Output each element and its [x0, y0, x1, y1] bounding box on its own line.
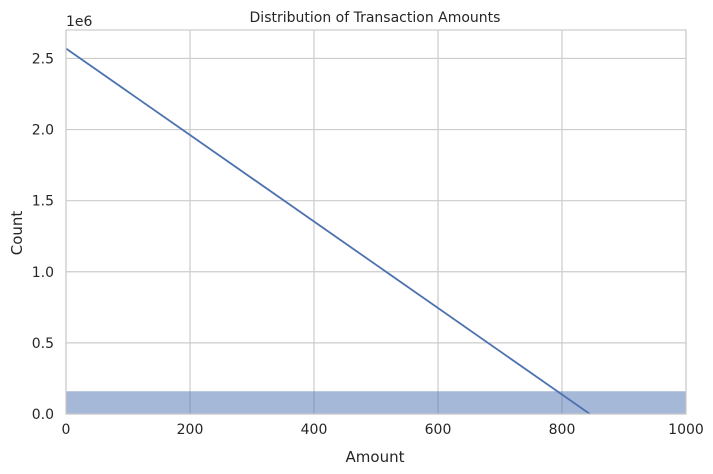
x-axis-label: Amount	[346, 448, 405, 466]
y-tick-label: 2.5	[32, 51, 54, 67]
y-tick-label: 0.0	[32, 407, 54, 423]
y-axis-label: Count	[8, 211, 26, 256]
chart-title: Distribution of Transaction Amounts	[250, 10, 501, 26]
y-tick-label: 1.0	[32, 265, 54, 281]
x-tick-label: 800	[549, 422, 576, 438]
x-tick-label: 400	[301, 422, 328, 438]
x-tick-label: 0	[62, 422, 71, 438]
x-tick-label: 200	[177, 422, 204, 438]
kde-line	[65, 47, 591, 415]
x-tick-labels: 0 200 400 600 800 1000	[62, 422, 704, 438]
kde-line-group	[65, 47, 591, 415]
histogram-bars	[66, 391, 686, 414]
y-tick-label: 2.0	[32, 123, 54, 139]
y-tick-label: 1.5	[32, 194, 54, 210]
grid-lines	[65, 30, 687, 415]
y-offset-label: 1e6	[66, 14, 93, 30]
y-tick-label: 0.5	[32, 336, 54, 352]
plot-frame	[65, 29, 687, 415]
y-tick-labels: 0.0 0.5 1.0 1.5 2.0 2.5	[32, 51, 54, 423]
x-tick-label: 600	[425, 422, 452, 438]
x-tick-label: 1000	[668, 422, 704, 438]
histogram-bar	[66, 391, 686, 414]
